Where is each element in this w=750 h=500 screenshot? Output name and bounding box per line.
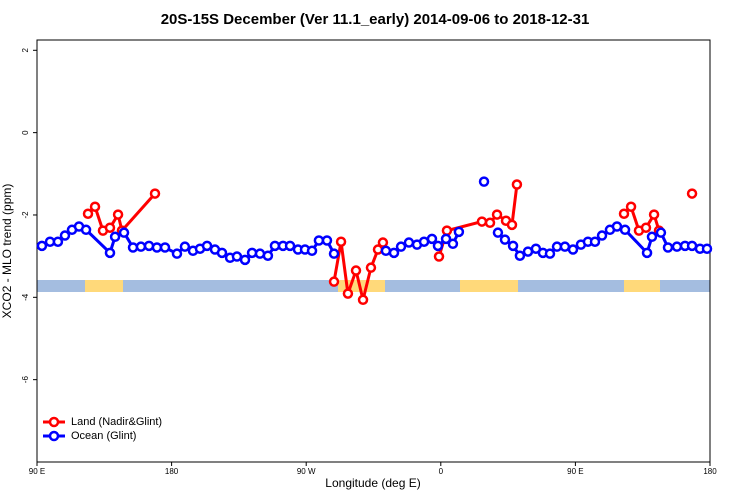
x-tick-label: 90 W [297,467,316,476]
point [544,248,556,259]
x-tick-label: 90 E [567,467,583,476]
point [567,244,579,255]
point [143,240,155,252]
point [52,236,64,247]
land-ocean-strip [37,280,710,292]
point [269,240,281,252]
point [231,251,243,262]
point [641,247,653,259]
point [640,222,652,233]
point [179,241,191,252]
point [313,235,325,246]
point [262,250,274,261]
point [350,265,362,276]
point [403,237,415,248]
x-tick-label: 180 [165,467,179,476]
point [511,179,523,190]
point [365,262,377,273]
point [328,276,340,287]
point [514,250,526,261]
point [112,209,124,220]
legend-marker [48,430,60,442]
point [171,248,183,259]
point [611,221,623,232]
point [433,251,445,262]
point [80,224,92,236]
point [701,243,713,254]
point [559,241,571,252]
point [328,248,340,259]
point [216,247,228,259]
point [284,240,296,252]
point [159,242,171,253]
y-tick-label: -4 [21,293,30,301]
point [619,224,631,236]
point [426,233,438,245]
point [686,188,698,199]
point [648,209,660,220]
point [201,240,213,252]
legend-marker [48,416,60,428]
point [377,237,389,248]
legend-label: Ocean (Glint) [71,430,136,442]
point [506,219,518,231]
point [149,188,161,199]
point [662,242,674,253]
point [357,294,369,306]
point [109,231,121,243]
point [82,208,94,219]
point [447,238,459,250]
land-strip [460,280,518,292]
land-strip [624,280,660,292]
point [395,241,407,252]
chart-title: 20S-15S December (Ver 11.1_early) 2014-0… [161,11,590,28]
point [59,230,71,241]
point [484,217,496,229]
point [476,216,488,227]
point [321,235,333,246]
point [596,230,608,241]
legend-label: Land (Nadir&Glint) [71,416,162,428]
land-strip [85,280,123,292]
point [589,236,601,247]
point [671,241,683,252]
point [499,234,511,245]
point [507,240,519,252]
y-tick-label: -2 [21,211,30,219]
point [491,209,503,220]
x-axis-label: Longitude (deg E) [325,476,420,490]
point [441,225,453,236]
point [151,242,163,253]
point [118,227,130,238]
y-tick-label: -6 [21,376,30,384]
point [655,227,667,238]
y-tick-label: 0 [21,130,30,135]
point [432,240,444,252]
point [478,176,490,187]
point [440,233,452,245]
point [135,241,147,252]
point [618,208,630,219]
y-tick-label: 2 [21,48,30,53]
point [625,201,637,212]
y-axis-label: XCO2 - MLO trend (ppm) [0,184,14,319]
point [492,227,504,238]
point [306,245,318,257]
point [380,245,392,257]
point [453,226,465,238]
point [335,236,347,247]
point [104,247,116,259]
point [36,240,48,252]
point [89,201,101,212]
point [239,254,251,266]
point [388,247,400,259]
point [104,222,116,233]
point [646,231,658,243]
x-tick-label: 180 [703,467,717,476]
x-tick-label: 0 [439,467,444,476]
point [342,288,354,299]
x-tick-label: 90 E [29,467,45,476]
